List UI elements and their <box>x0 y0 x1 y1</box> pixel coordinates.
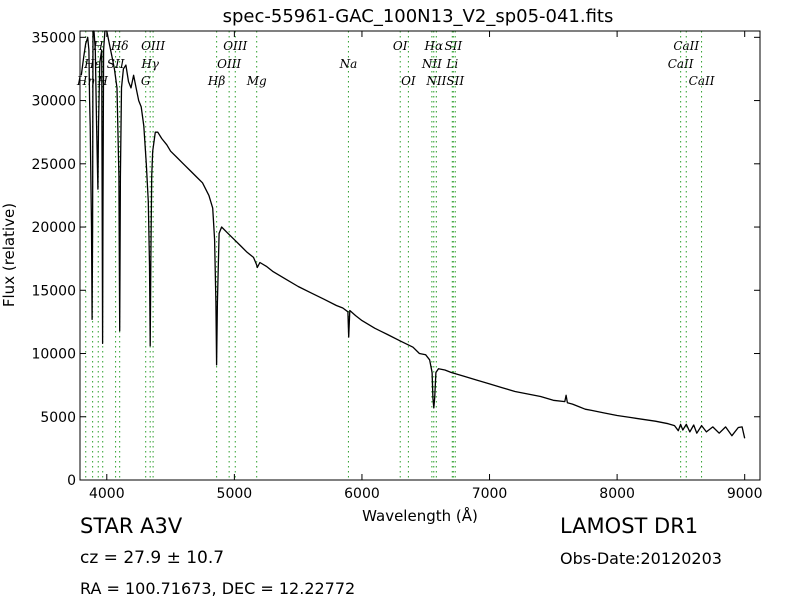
spectrum-series <box>80 30 746 439</box>
line-label: Hα <box>423 39 443 53</box>
y-tick-label: 35000 <box>31 30 76 46</box>
y-tick-label: 15000 <box>31 283 76 299</box>
axis-ticks: 4000 5000 6000 7000 8000 9000 0 5000 10000 15000 2… <box>31 30 762 502</box>
line-label: NII <box>425 74 446 88</box>
line-label: CaII <box>673 39 699 53</box>
y-tick-label: 20000 <box>31 220 76 236</box>
x-tick-label: 7000 <box>472 486 508 502</box>
line-label: Hε <box>83 57 101 71</box>
chart-title: spec-55961-GAC_100N13_V2_sp05-041.fits <box>223 6 614 27</box>
line-label: OI <box>393 39 408 53</box>
line-markers: HηHεHHHδSIIGHγOIIIHβOIIIOIIIMgNaOIOINIIH… <box>76 31 715 480</box>
line-label: Hβ <box>207 74 225 88</box>
line-label: OIII <box>217 57 241 71</box>
line-label: OI <box>401 74 416 88</box>
line-label: OIII <box>223 39 247 53</box>
line-label: CaII <box>668 57 694 71</box>
y-tick-label: 5000 <box>40 410 76 426</box>
y-tick-label: 25000 <box>31 157 76 173</box>
line-label: Li <box>445 57 458 71</box>
x-tick-label: 9000 <box>727 486 763 502</box>
y-tick-label: 30000 <box>31 94 76 110</box>
y-axis-label: Flux (relative) <box>0 203 18 307</box>
x-tick-label: 4000 <box>89 486 125 502</box>
line-label: Hγ <box>140 57 159 71</box>
y-tick-label: 10000 <box>31 347 76 363</box>
line-label: OIII <box>141 39 165 53</box>
line-label: NII <box>421 57 442 71</box>
sky-coordinates: RA = 100.71673, DEC = 12.22772 <box>80 579 356 598</box>
line-label: SII <box>444 39 462 53</box>
line-label: CaII <box>689 74 715 88</box>
x-tick-label: 6000 <box>344 486 380 502</box>
line-label: Hδ <box>110 39 129 53</box>
line-label: Mg <box>246 74 267 88</box>
line-label: Na <box>339 57 358 71</box>
object-type: STAR A3V <box>80 514 183 538</box>
plot-frame <box>79 30 761 481</box>
x-axis-label: Wavelength (Å) <box>362 506 478 525</box>
survey-name: LAMOST DR1 <box>560 514 699 538</box>
line-label: SII <box>446 74 464 88</box>
line-label: Hη <box>76 74 95 88</box>
x-tick-label: 8000 <box>599 486 635 502</box>
line-label: SII <box>107 57 125 71</box>
line-label: G <box>141 74 151 88</box>
x-tick-label: 5000 <box>217 486 253 502</box>
spectrum-line <box>80 30 746 439</box>
redshift-value: cz = 27.9 ± 10.7 <box>80 548 225 568</box>
y-tick-label: 0 <box>67 473 76 489</box>
observation-date: Obs-Date:20120203 <box>560 549 722 568</box>
line-label: H <box>96 74 108 88</box>
